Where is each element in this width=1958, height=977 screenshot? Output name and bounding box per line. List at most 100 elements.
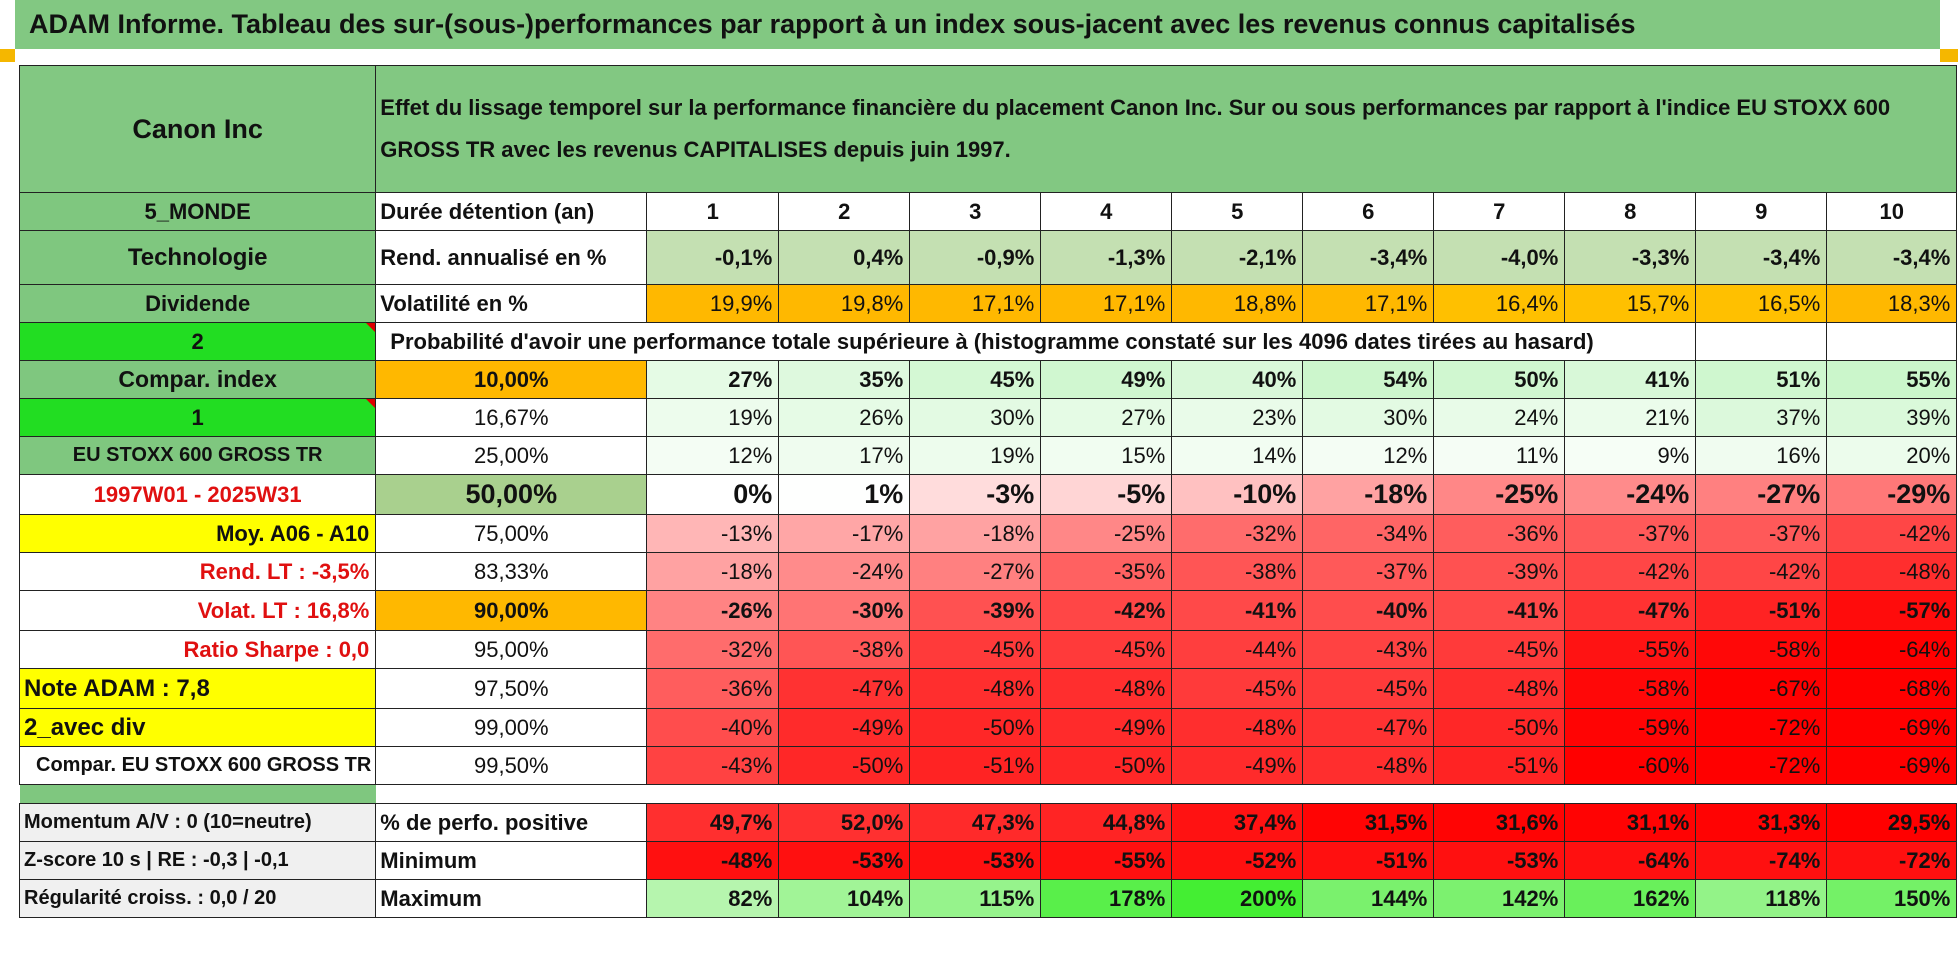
minimum-value: -64%	[1564, 841, 1697, 880]
probability-value: -25%	[1040, 514, 1173, 553]
pct-positive-value: 49,7%	[646, 803, 780, 842]
probability-value: -48%	[1040, 668, 1173, 709]
probability-value: 26%	[778, 398, 911, 437]
probability-level: 99,00%	[375, 708, 648, 747]
year-header: 8	[1564, 192, 1697, 231]
minimum-value: -48%	[646, 841, 780, 880]
probability-value: -37%	[1564, 514, 1697, 553]
probability-value: -13%	[646, 514, 780, 553]
probability-value: -24%	[1564, 474, 1697, 515]
probability-value: -38%	[778, 630, 911, 669]
year-header: 7	[1433, 192, 1566, 231]
maximum-value: 104%	[778, 879, 911, 918]
maximum-value: 82%	[646, 879, 780, 918]
vol-value: 18,3%	[1826, 284, 1958, 323]
probability-value: -72%	[1695, 708, 1828, 747]
probability-value: -58%	[1695, 630, 1828, 669]
company-name: Canon Inc	[18, 65, 377, 193]
probability-value: 16%	[1695, 436, 1828, 475]
probability-value: -45%	[909, 630, 1042, 669]
probability-value: 21%	[1564, 398, 1697, 437]
pct-positive-value: 37,4%	[1171, 803, 1304, 842]
probability-value: 20%	[1826, 436, 1958, 475]
corner-marker-left	[0, 49, 15, 62]
moy-label: Moy. A06 - A10	[18, 514, 377, 553]
probability-value: -47%	[1564, 590, 1697, 631]
probability-value: -26%	[646, 590, 780, 631]
probability-value: 45%	[909, 360, 1042, 399]
probability-value: 54%	[1302, 360, 1435, 399]
probability-level: 75,00%	[375, 514, 648, 553]
maximum-value: 118%	[1695, 879, 1828, 918]
sharpe-label: Ratio Sharpe : 0,0	[18, 630, 377, 669]
rend-value: -1,3%	[1040, 230, 1173, 285]
probability-value: 12%	[1302, 436, 1435, 475]
probability-value: -37%	[1302, 552, 1435, 591]
probability-value: -55%	[1564, 630, 1697, 669]
region-label: 5_MONDE	[18, 192, 377, 231]
probability-level: 10,00%	[375, 360, 648, 399]
probability-value: -47%	[1302, 708, 1435, 747]
year-header: 1	[646, 192, 780, 231]
probability-value: -42%	[1695, 552, 1828, 591]
probability-value: -51%	[909, 746, 1042, 785]
probability-value: -42%	[1564, 552, 1697, 591]
dividend-label: Dividende	[18, 284, 377, 323]
avec-div-label: 2_avec div	[18, 708, 377, 747]
vol-value: 17,1%	[1302, 284, 1435, 323]
selector-1-cell[interactable]: 1	[18, 398, 377, 437]
rend-lt-label: Rend. LT : -3,5%	[18, 552, 377, 591]
min-label: Minimum	[375, 841, 648, 880]
rend-value: -3,3%	[1564, 230, 1697, 285]
pct-positive-value: 31,6%	[1433, 803, 1566, 842]
probability-value: 50%	[1433, 360, 1566, 399]
probability-value: -67%	[1695, 668, 1828, 709]
vol-value: 16,5%	[1695, 284, 1828, 323]
performance-table: Canon Inc Effet du lissage temporel sur …	[18, 65, 1958, 918]
probability-value: 39%	[1826, 398, 1958, 437]
probability-value: 17%	[778, 436, 911, 475]
probability-value: -17%	[778, 514, 911, 553]
probability-value: -51%	[1433, 746, 1566, 785]
table-description: Effet du lissage temporel sur la perform…	[375, 65, 1958, 193]
vol-label: Volatilité en %	[375, 284, 648, 323]
vol-value: 18,8%	[1171, 284, 1304, 323]
corner-marker-right	[1940, 49, 1958, 62]
probability-value: -48%	[1302, 746, 1435, 785]
probability-value: 51%	[1695, 360, 1828, 399]
probability-value: -72%	[1695, 746, 1828, 785]
minimum-value: -55%	[1040, 841, 1173, 880]
sector-label: Technologie	[18, 230, 377, 285]
probability-value: -27%	[909, 552, 1042, 591]
probability-value: -69%	[1826, 746, 1958, 785]
probability-value: 1%	[778, 474, 911, 515]
probability-value: -48%	[1171, 708, 1304, 747]
probability-value: -29%	[1826, 474, 1958, 515]
probability-value: 0%	[646, 474, 780, 515]
probability-value: -45%	[1040, 630, 1173, 669]
rend-value: -0,9%	[909, 230, 1042, 285]
probability-value: -34%	[1302, 514, 1435, 553]
maximum-value: 162%	[1564, 879, 1697, 918]
maximum-value: 150%	[1826, 879, 1958, 918]
rend-value: -3,4%	[1826, 230, 1958, 285]
probability-value: 30%	[1302, 398, 1435, 437]
minimum-value: -51%	[1302, 841, 1435, 880]
probability-value: -36%	[1433, 514, 1566, 553]
probability-value: -45%	[1433, 630, 1566, 669]
probability-value: 9%	[1564, 436, 1697, 475]
probability-level: 97,50%	[375, 668, 648, 709]
probability-level: 90,00%	[375, 590, 648, 631]
probability-value: 19%	[646, 398, 780, 437]
probability-value: 15%	[1040, 436, 1173, 475]
probability-value: -48%	[909, 668, 1042, 709]
year-header: 5	[1171, 192, 1304, 231]
selector-2-cell[interactable]: 2	[18, 322, 377, 361]
probability-value: -35%	[1040, 552, 1173, 591]
vol-value: 19,8%	[778, 284, 911, 323]
probability-value: -42%	[1826, 514, 1958, 553]
maximum-value: 142%	[1433, 879, 1566, 918]
probability-value: -32%	[646, 630, 780, 669]
year-header: 10	[1826, 192, 1958, 231]
